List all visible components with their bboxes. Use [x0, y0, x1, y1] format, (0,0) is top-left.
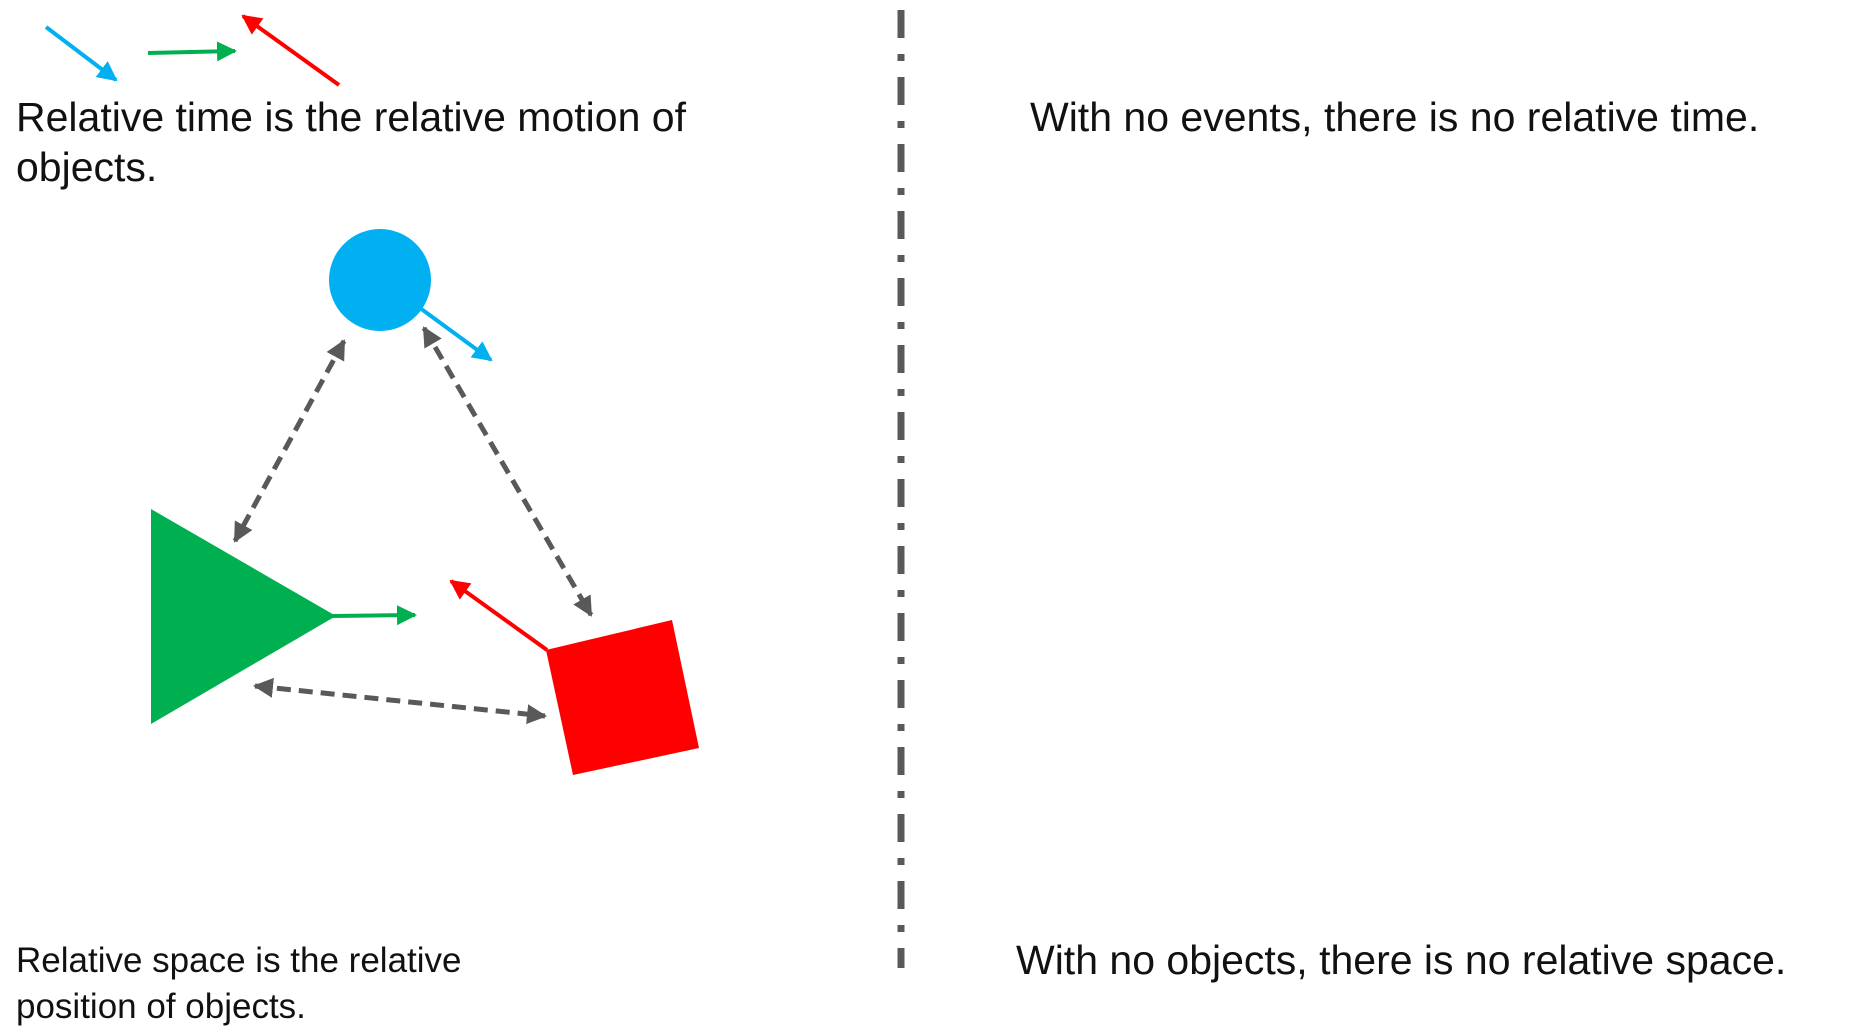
triangle-square-distance-arrow	[253, 677, 547, 725]
square-motion-arrow-icon	[449, 579, 549, 652]
circle-motion-arrow-icon	[418, 306, 493, 362]
circle-triangle-distance-arrow	[232, 339, 347, 543]
green-motion-arrow-icon	[147, 41, 237, 62]
relative-time-caption: Relative time is the relative motion of …	[16, 94, 686, 190]
red-motion-arrow-icon	[241, 14, 341, 87]
red-square	[546, 620, 699, 775]
triangle-motion-arrow-icon	[332, 605, 417, 626]
green-triangle	[151, 509, 336, 724]
motion-legend	[44, 14, 341, 87]
no-objects-caption: With no objects, there is no relative sp…	[1016, 937, 1787, 983]
relative-space-caption: Relative space is the relative position …	[16, 941, 462, 1026]
relative-position-arrows	[232, 326, 594, 725]
no-events-caption: With no events, there is no relative tim…	[1030, 94, 1760, 140]
blue-motion-arrow-icon	[44, 25, 118, 82]
circle-square-distance-arrow	[421, 326, 594, 617]
blue-circle	[329, 229, 431, 331]
